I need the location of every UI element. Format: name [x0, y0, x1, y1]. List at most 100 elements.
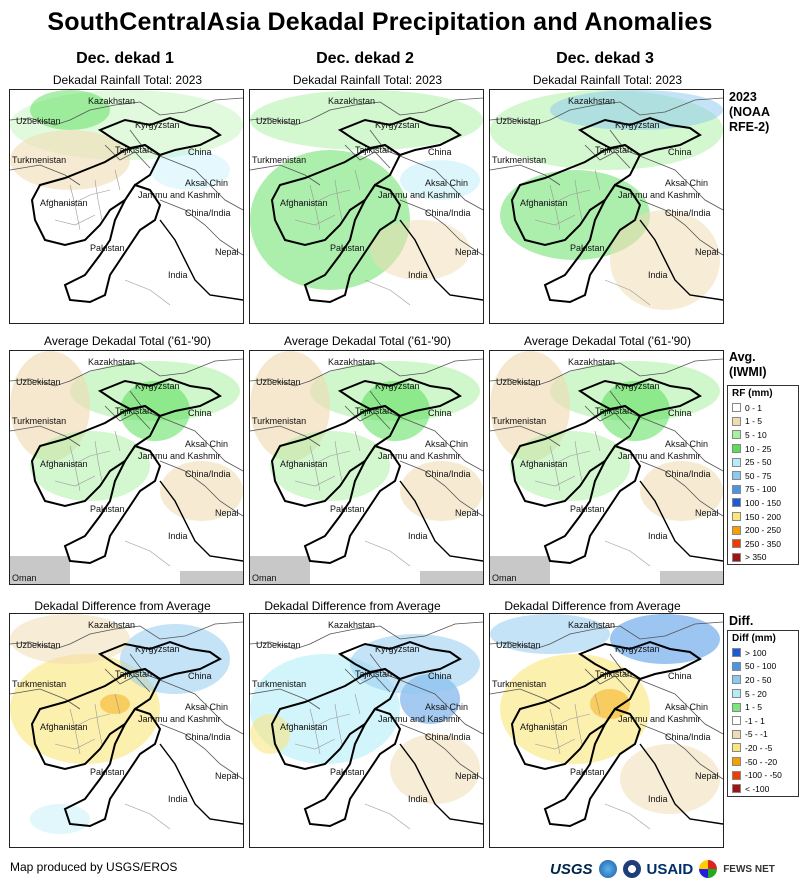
rainfall-legend-item: 25 - 50: [728, 455, 798, 469]
map-average-dekad-3: Kazakhstan Uzbekistan Kyrgyzstan Turkmen…: [489, 350, 724, 585]
rainfall-legend-swatch: [732, 457, 741, 467]
side-label-line: Avg.: [729, 350, 756, 364]
rainfall-legend-label: 200 - 250: [745, 525, 781, 536]
label-india: India: [648, 794, 668, 804]
side-label-diff: Diff.: [729, 614, 753, 629]
label-tajikistan: Tajikistan: [595, 669, 633, 679]
precip-field: [600, 381, 670, 441]
usaid-logo: USAID: [646, 860, 694, 878]
label-aksai-chin: Aksai Chin: [665, 178, 709, 188]
central-asia-border: [337, 640, 462, 681]
difference-legend-label: -1 - 1: [745, 715, 765, 726]
difference-legend-item: 1 - 5: [728, 700, 798, 714]
label-jammu-kashmir: Jammu and Kashmir: [618, 714, 701, 724]
fews-net-globe-icon: [699, 860, 718, 878]
map-canvas: [490, 90, 723, 323]
label-oman: Oman: [492, 573, 517, 583]
label-turkmenistan: Turkmenistan: [252, 679, 307, 689]
label-afghanistan: Afghanistan: [40, 459, 88, 469]
precip-field: [500, 654, 650, 764]
label-kyrgyzstan: Kyrgyzstan: [615, 381, 660, 391]
map-canvas: [490, 351, 723, 584]
difference-legend-label: > 100: [745, 647, 767, 658]
difference-legend-swatch: [732, 648, 741, 658]
label-china: China: [668, 671, 692, 681]
central-asia-border: [577, 640, 702, 681]
label-india: India: [408, 270, 428, 280]
label-nepal: Nepal: [215, 771, 239, 781]
rainfall-legend-swatch: [732, 444, 741, 454]
precip-field: [550, 90, 723, 130]
label-china: China: [668, 147, 692, 157]
pakistan-border: [303, 183, 402, 304]
side-label-line: 2023: [729, 90, 757, 104]
label-uzbekistan: Uzbekistan: [16, 377, 61, 387]
map-canvas: [250, 90, 483, 323]
map-canvas: [250, 621, 483, 847]
label-china-india: China/India: [185, 732, 231, 742]
rainfall-legend-item: 50 - 75: [728, 469, 798, 483]
precip-field: [610, 614, 720, 664]
label-jammu-kashmir: Jammu and Kashmir: [618, 190, 701, 200]
label-china-india: China/India: [665, 469, 711, 479]
label-kazakhstan: Kazakhstan: [88, 96, 136, 106]
label-aksai-chin: Aksai Chin: [665, 439, 709, 449]
india-border: [639, 219, 723, 301]
rainfall-legend-label: 5 - 10: [745, 429, 767, 440]
province-lines: [529, 169, 651, 306]
precip-field: [270, 431, 390, 501]
label-pakistan: Pakistan: [570, 504, 605, 514]
label-kyrgyzstan: Kyrgyzstan: [615, 644, 660, 654]
side-label-line: RFE-2): [729, 120, 770, 134]
label-pakistan: Pakistan: [90, 767, 125, 777]
label-nepal: Nepal: [455, 508, 479, 518]
precip-field: [10, 614, 130, 664]
central-asia-border: [577, 377, 702, 418]
difference-legend-label: 20 - 50: [745, 674, 772, 685]
rainfall-legend-item: 10 - 25: [728, 442, 798, 456]
label-pakistan: Pakistan: [330, 243, 365, 253]
label-nepal: Nepal: [695, 508, 719, 518]
column-heading-1: Dec. dekad 1: [76, 50, 174, 67]
label-aksai-chin: Aksai Chin: [185, 439, 229, 449]
noaa-logo-icon: [598, 860, 617, 878]
difference-legend-label: 50 - 100: [745, 661, 777, 672]
rainfall-legend-swatch: [732, 430, 741, 440]
label-kazakhstan: Kazakhstan: [568, 357, 616, 367]
map-canvas: [10, 90, 243, 323]
precip-field: [400, 461, 483, 521]
difference-legend-swatch: [732, 743, 741, 753]
label-china-india: China/India: [425, 208, 471, 218]
label-nepal: Nepal: [215, 508, 239, 518]
label-aksai-chin: Aksai Chin: [185, 178, 229, 188]
difference-legend-label: 5 - 20: [745, 688, 767, 699]
difference-legend-label: -100 - -50: [745, 770, 782, 781]
rainfall-legend-label: 50 - 75: [745, 470, 772, 481]
rainfall-legend-swatch: [732, 403, 741, 413]
label-kyrgyzstan: Kyrgyzstan: [375, 120, 420, 130]
subtitle-difference-1: Dekadal Difference from Average: [34, 599, 211, 613]
pakistan-border: [303, 444, 402, 565]
label-kyrgyzstan: Kyrgyzstan: [615, 120, 660, 130]
pakistan-border: [63, 183, 162, 304]
label-afghanistan: Afghanistan: [40, 198, 88, 208]
map-canvas: [490, 614, 723, 847]
precip-field: [400, 160, 480, 200]
label-nepal: Nepal: [455, 247, 479, 257]
precip-field: [250, 150, 410, 290]
label-kyrgyzstan: Kyrgyzstan: [135, 381, 180, 391]
rainfall-legend-label: 100 - 150: [745, 497, 781, 508]
label-tajikistan: Tajikistan: [595, 145, 633, 155]
label-kyrgyzstan: Kyrgyzstan: [135, 120, 180, 130]
label-aksai-chin: Aksai Chin: [185, 702, 229, 712]
label-china: China: [428, 671, 452, 681]
label-uzbekistan: Uzbekistan: [496, 116, 541, 126]
label-uzbekistan: Uzbekistan: [256, 116, 301, 126]
side-label-line: Diff.: [729, 614, 754, 628]
rainfall-legend-swatch: [732, 416, 741, 426]
precip-field: [100, 694, 130, 714]
difference-legend-swatch: [732, 675, 741, 685]
subtitle-rainfall-1: Dekadal Rainfall Total: 2023: [52, 73, 203, 87]
subtitle-difference-2: Dekadal Difference from Average: [264, 599, 441, 613]
country-borders: [10, 358, 243, 517]
